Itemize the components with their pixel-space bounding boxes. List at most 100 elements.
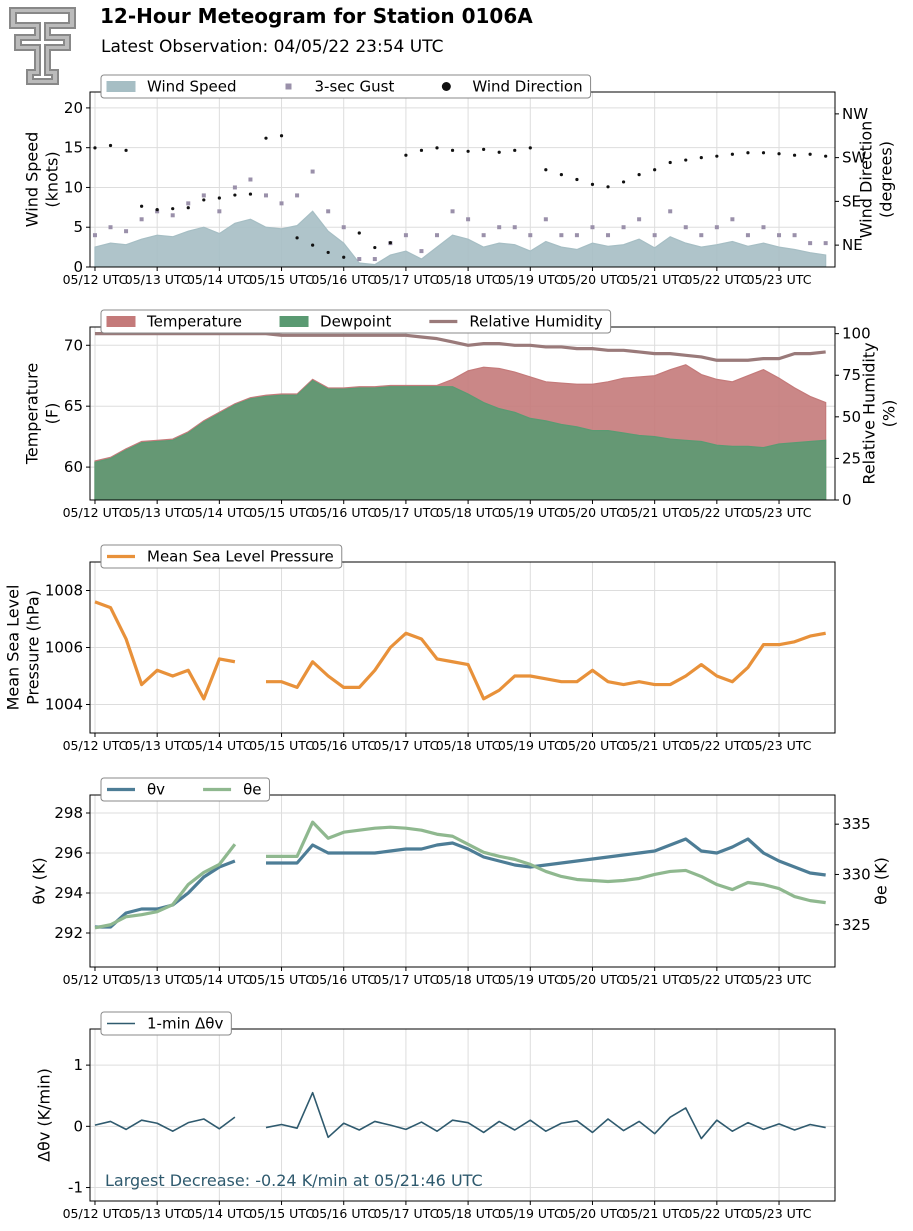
x-tick-label: 05/23 UTC (747, 972, 812, 987)
gust-marker (419, 249, 424, 254)
direction-marker (342, 255, 346, 259)
legend-swatch (106, 81, 136, 92)
logo (9, 7, 76, 85)
x-tick-label: 05/18 UTC (436, 272, 501, 287)
x-tick-label: 05/15 UTC (249, 505, 314, 520)
x-tick-label: 05/12 UTC (63, 505, 128, 520)
plot-frame (89, 794, 836, 968)
x-tick-label: 05/21 UTC (622, 272, 687, 287)
gust-marker (637, 217, 642, 222)
direction-marker (746, 151, 750, 155)
x-tick-label: 05/23 UTC (747, 1206, 812, 1221)
direction-marker (155, 208, 159, 212)
y-axis-label: (F) (43, 403, 62, 425)
legend-swatch (106, 316, 136, 327)
direction-marker (792, 153, 797, 157)
gust-marker (808, 241, 813, 246)
line (94, 820, 826, 930)
y2-tick-label: 330 (842, 865, 871, 883)
y2-tick-label: 25 (842, 449, 861, 467)
legend-swatch (285, 83, 292, 90)
x-tick-label: 05/16 UTC (311, 1206, 376, 1221)
x-tick-label: 05/18 UTC (436, 972, 501, 987)
gust-marker (543, 217, 548, 222)
gust-marker (559, 233, 564, 238)
x-tick-label: 05/19 UTC (498, 738, 563, 753)
plot-area (94, 600, 826, 701)
direction-marker (419, 148, 424, 152)
direction-marker (575, 177, 579, 182)
direction-marker (295, 236, 299, 240)
gust-marker (217, 209, 222, 214)
x-tick-label: 05/16 UTC (311, 272, 376, 287)
gust-marker (155, 209, 160, 214)
x-tick-label: 05/20 UTC (560, 738, 625, 753)
gust-marker (326, 209, 331, 214)
legend-box (100, 544, 343, 569)
y-axis-label: θv (K) (30, 857, 49, 904)
gust-marker (139, 217, 144, 222)
gust-marker (683, 225, 688, 230)
y-axis-label: Wind Speed (23, 132, 42, 227)
x-tick-label: 05/20 UTC (560, 272, 625, 287)
y-tick-label: 292 (54, 924, 83, 942)
gust-marker (699, 233, 704, 238)
legend-box (100, 1011, 232, 1036)
y2-tick-label: 75 (842, 366, 861, 384)
gust-marker (621, 225, 626, 230)
line (94, 1091, 826, 1140)
plot-area (94, 332, 827, 500)
direction-marker (466, 149, 470, 153)
y-tick-label: 20 (64, 99, 83, 117)
area (94, 379, 827, 500)
x-tick-label: 05/23 UTC (747, 738, 812, 753)
x-tick-label: 05/12 UTC (63, 1206, 128, 1221)
gust-marker (745, 233, 750, 238)
direction-marker (653, 168, 657, 172)
direction-marker (761, 151, 766, 155)
plot-frame (89, 561, 836, 734)
gust-marker (108, 225, 113, 230)
line (94, 600, 826, 701)
y-tick-label: 70 (64, 336, 83, 354)
gust-marker (232, 185, 237, 190)
y-tick-label: 1006 (45, 639, 83, 657)
x-tick-label: 05/16 UTC (311, 738, 376, 753)
y-axis-label: (knots) (43, 151, 62, 207)
gust-marker (574, 233, 579, 238)
x-tick-label: 05/20 UTC (560, 972, 625, 987)
title: 12-Hour Meteogram for Station 0106A (100, 4, 533, 28)
y-tick-label: 298 (54, 804, 83, 822)
x-tick-label: 05/21 UTC (622, 1206, 687, 1221)
x-tick-label: 05/12 UTC (63, 738, 128, 753)
legend: Temperature Dewpoint Relative Humidity (100, 309, 612, 334)
direction-marker (326, 250, 330, 255)
y2-tick-label: 50 (842, 408, 861, 426)
gust-marker (792, 233, 797, 238)
direction-marker (264, 136, 268, 140)
x-tick-label: 05/18 UTC (436, 1206, 501, 1221)
x-tick-label: 05/14 UTC (187, 505, 252, 520)
x-tick-label: 05/19 UTC (498, 505, 563, 520)
gust-marker (201, 193, 206, 198)
legend-label: 1-min Δθv (147, 1015, 223, 1033)
direction-marker (202, 198, 206, 202)
direction-marker (590, 182, 595, 186)
x-tick-label: 05/22 UTC (684, 1206, 749, 1221)
y-tick-label: 65 (64, 397, 83, 415)
gust-marker (186, 201, 191, 206)
legend-label: Wind Speed (147, 78, 237, 96)
gust-marker (435, 233, 440, 238)
y-tick-label: -1 (68, 1179, 83, 1197)
y-tick-label: 1008 (45, 582, 83, 600)
gust-marker (279, 201, 284, 206)
x-tick-label: 05/17 UTC (374, 1206, 439, 1221)
gust-marker (248, 177, 253, 182)
direction-marker (404, 153, 408, 157)
x-tick-label: 05/21 UTC (622, 738, 687, 753)
x-tick-label: 05/18 UTC (436, 738, 501, 753)
y2-axis-label: (degrees) (877, 141, 896, 218)
plot-area (92, 134, 828, 267)
direction-marker (311, 243, 315, 247)
